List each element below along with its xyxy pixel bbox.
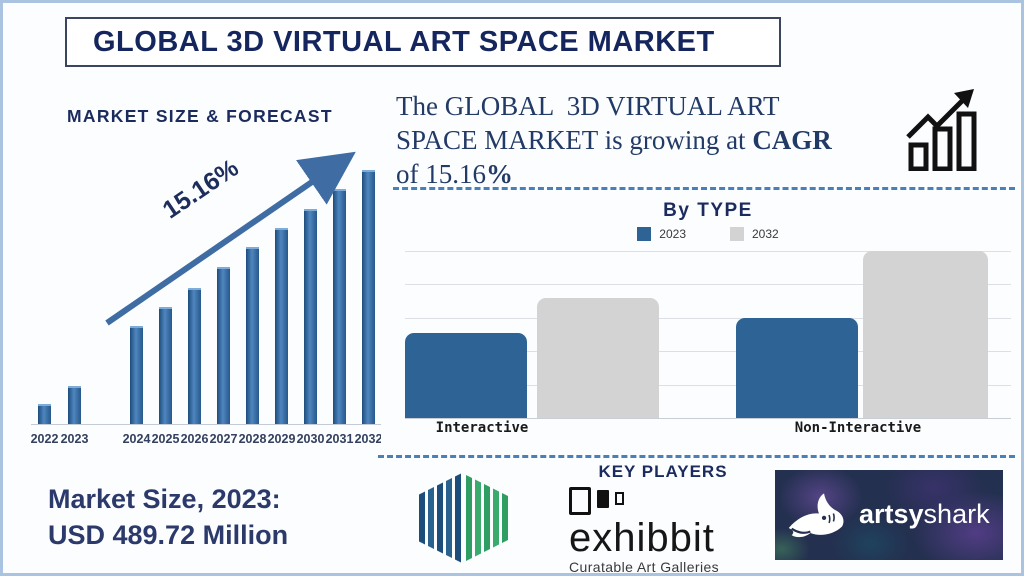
year-label-2032: 2032 [354,432,381,446]
year-label-2031: 2031 [325,432,354,446]
market-size-forecast-chart: MARKET SIZE & FORECAST 2022 2023 2024 2025 2… [23,98,381,454]
frame-filled-small [597,490,609,508]
forecast-bar-2025 [159,307,172,424]
forecast-bar-2023 [68,385,81,424]
market-size-line1: Market Size, 2023: [48,484,281,514]
artsyshark-light: shark [923,499,990,529]
bytype-bar-interactive-2023 [405,332,527,418]
year-label-2027: 2027 [209,432,238,446]
gridline [405,351,1011,353]
title-banner: GLOBAL 3D VIRTUAL ART SPACE MARKET [65,17,781,67]
page-title: GLOBAL 3D VIRTUAL ART SPACE MARKET [93,25,715,58]
bytype-bar-interactive-2032 [537,297,659,418]
year-label-2030: 2030 [296,432,325,446]
x-axis-line [31,424,381,425]
cagr-line2-bold: CAGR [752,125,832,155]
category-label-non-interactive: Non-Interactive [794,420,922,436]
exhibbit-wordmark: exhibbit [569,516,715,560]
artsyshark-wordmark: artsyshark [859,499,990,530]
artsyshark-bold: artsy [859,499,924,529]
gridline [405,317,1011,319]
gridline [405,284,1011,286]
market-size-note: Market Size, 2023: USD 489.72 Million [48,481,288,553]
year-label-2024: 2024 [122,432,151,446]
cagr-line3-text: of 15.16 [396,159,486,189]
by-type-plot [405,251,1011,419]
year-label-2029: 2029 [267,432,296,446]
cagr-paragraph: The GLOBAL 3D VIRTUAL ART SPACE MARKET i… [396,89,906,191]
year-label-2022: 2022 [30,432,59,446]
gridline [405,251,1011,252]
key-players-heading: KEY PLAYERS [598,462,728,481]
by-type-title: By TYPE [663,200,753,221]
forecast-bar-2029 [275,228,288,424]
year-label-2025: 2025 [151,432,180,446]
frame-outline-large [569,487,591,515]
forecast-chart-title: MARKET SIZE & FORECAST [67,106,333,126]
legend-label: 2032 [752,227,779,241]
gallery-frames-icon [569,487,759,519]
hex-stripes-logo [419,473,508,563]
exhibbit-logo: exhibbit Curatable Art Galleries [569,487,759,575]
forecast-bar-2026 [188,288,201,424]
legend-swatch [730,227,744,241]
year-label-2023: 2023 [60,432,89,446]
dashed-divider-top [393,187,1015,190]
cagr-line1: The GLOBAL 3D VIRTUAL ART [396,91,780,121]
cagr-line3-bold: % [486,159,513,189]
forecast-bar-2031 [333,189,346,424]
shark-icon [788,493,844,538]
growth-chart-icon [906,89,977,171]
gridline [405,384,1011,386]
exhibbit-tagline: Curatable Art Galleries [569,559,720,575]
forecast-bar-2024 [130,326,143,424]
cagr-line2-text: SPACE MARKET is growing at [396,125,753,155]
dashed-divider-bottom [378,455,1015,458]
gridline [405,418,1011,419]
legend-swatch [637,227,652,241]
bytype-bar-non-interactive-2032 [863,251,988,418]
frame-outline-small [615,492,624,505]
legend-item-2032: 2032 [730,227,779,241]
forecast-bar-2032 [362,170,375,424]
legend-item-2023: 2023 [637,227,686,241]
legend-label: 2023 [659,227,686,241]
forecast-bar-2028 [246,247,259,424]
bytype-bar-non-interactive-2023 [736,317,858,418]
forecast-bar-2027 [217,266,230,424]
by-type-legend: 2023 2032 [403,227,1013,241]
category-label-interactive: Interactive [435,420,529,436]
year-label-2026: 2026 [180,432,209,446]
cagr-annotation: 15.16% [157,153,244,225]
forecast-bar-2030 [304,209,317,424]
market-size-line2: USD 489.72 Million [48,520,289,550]
year-label-2028: 2028 [238,432,267,446]
by-type-labels: Interactive Non-Interactive [405,420,1011,438]
forecast-bar-2022 [38,403,51,424]
artsyshark-logo: artsyshark [775,470,1003,560]
